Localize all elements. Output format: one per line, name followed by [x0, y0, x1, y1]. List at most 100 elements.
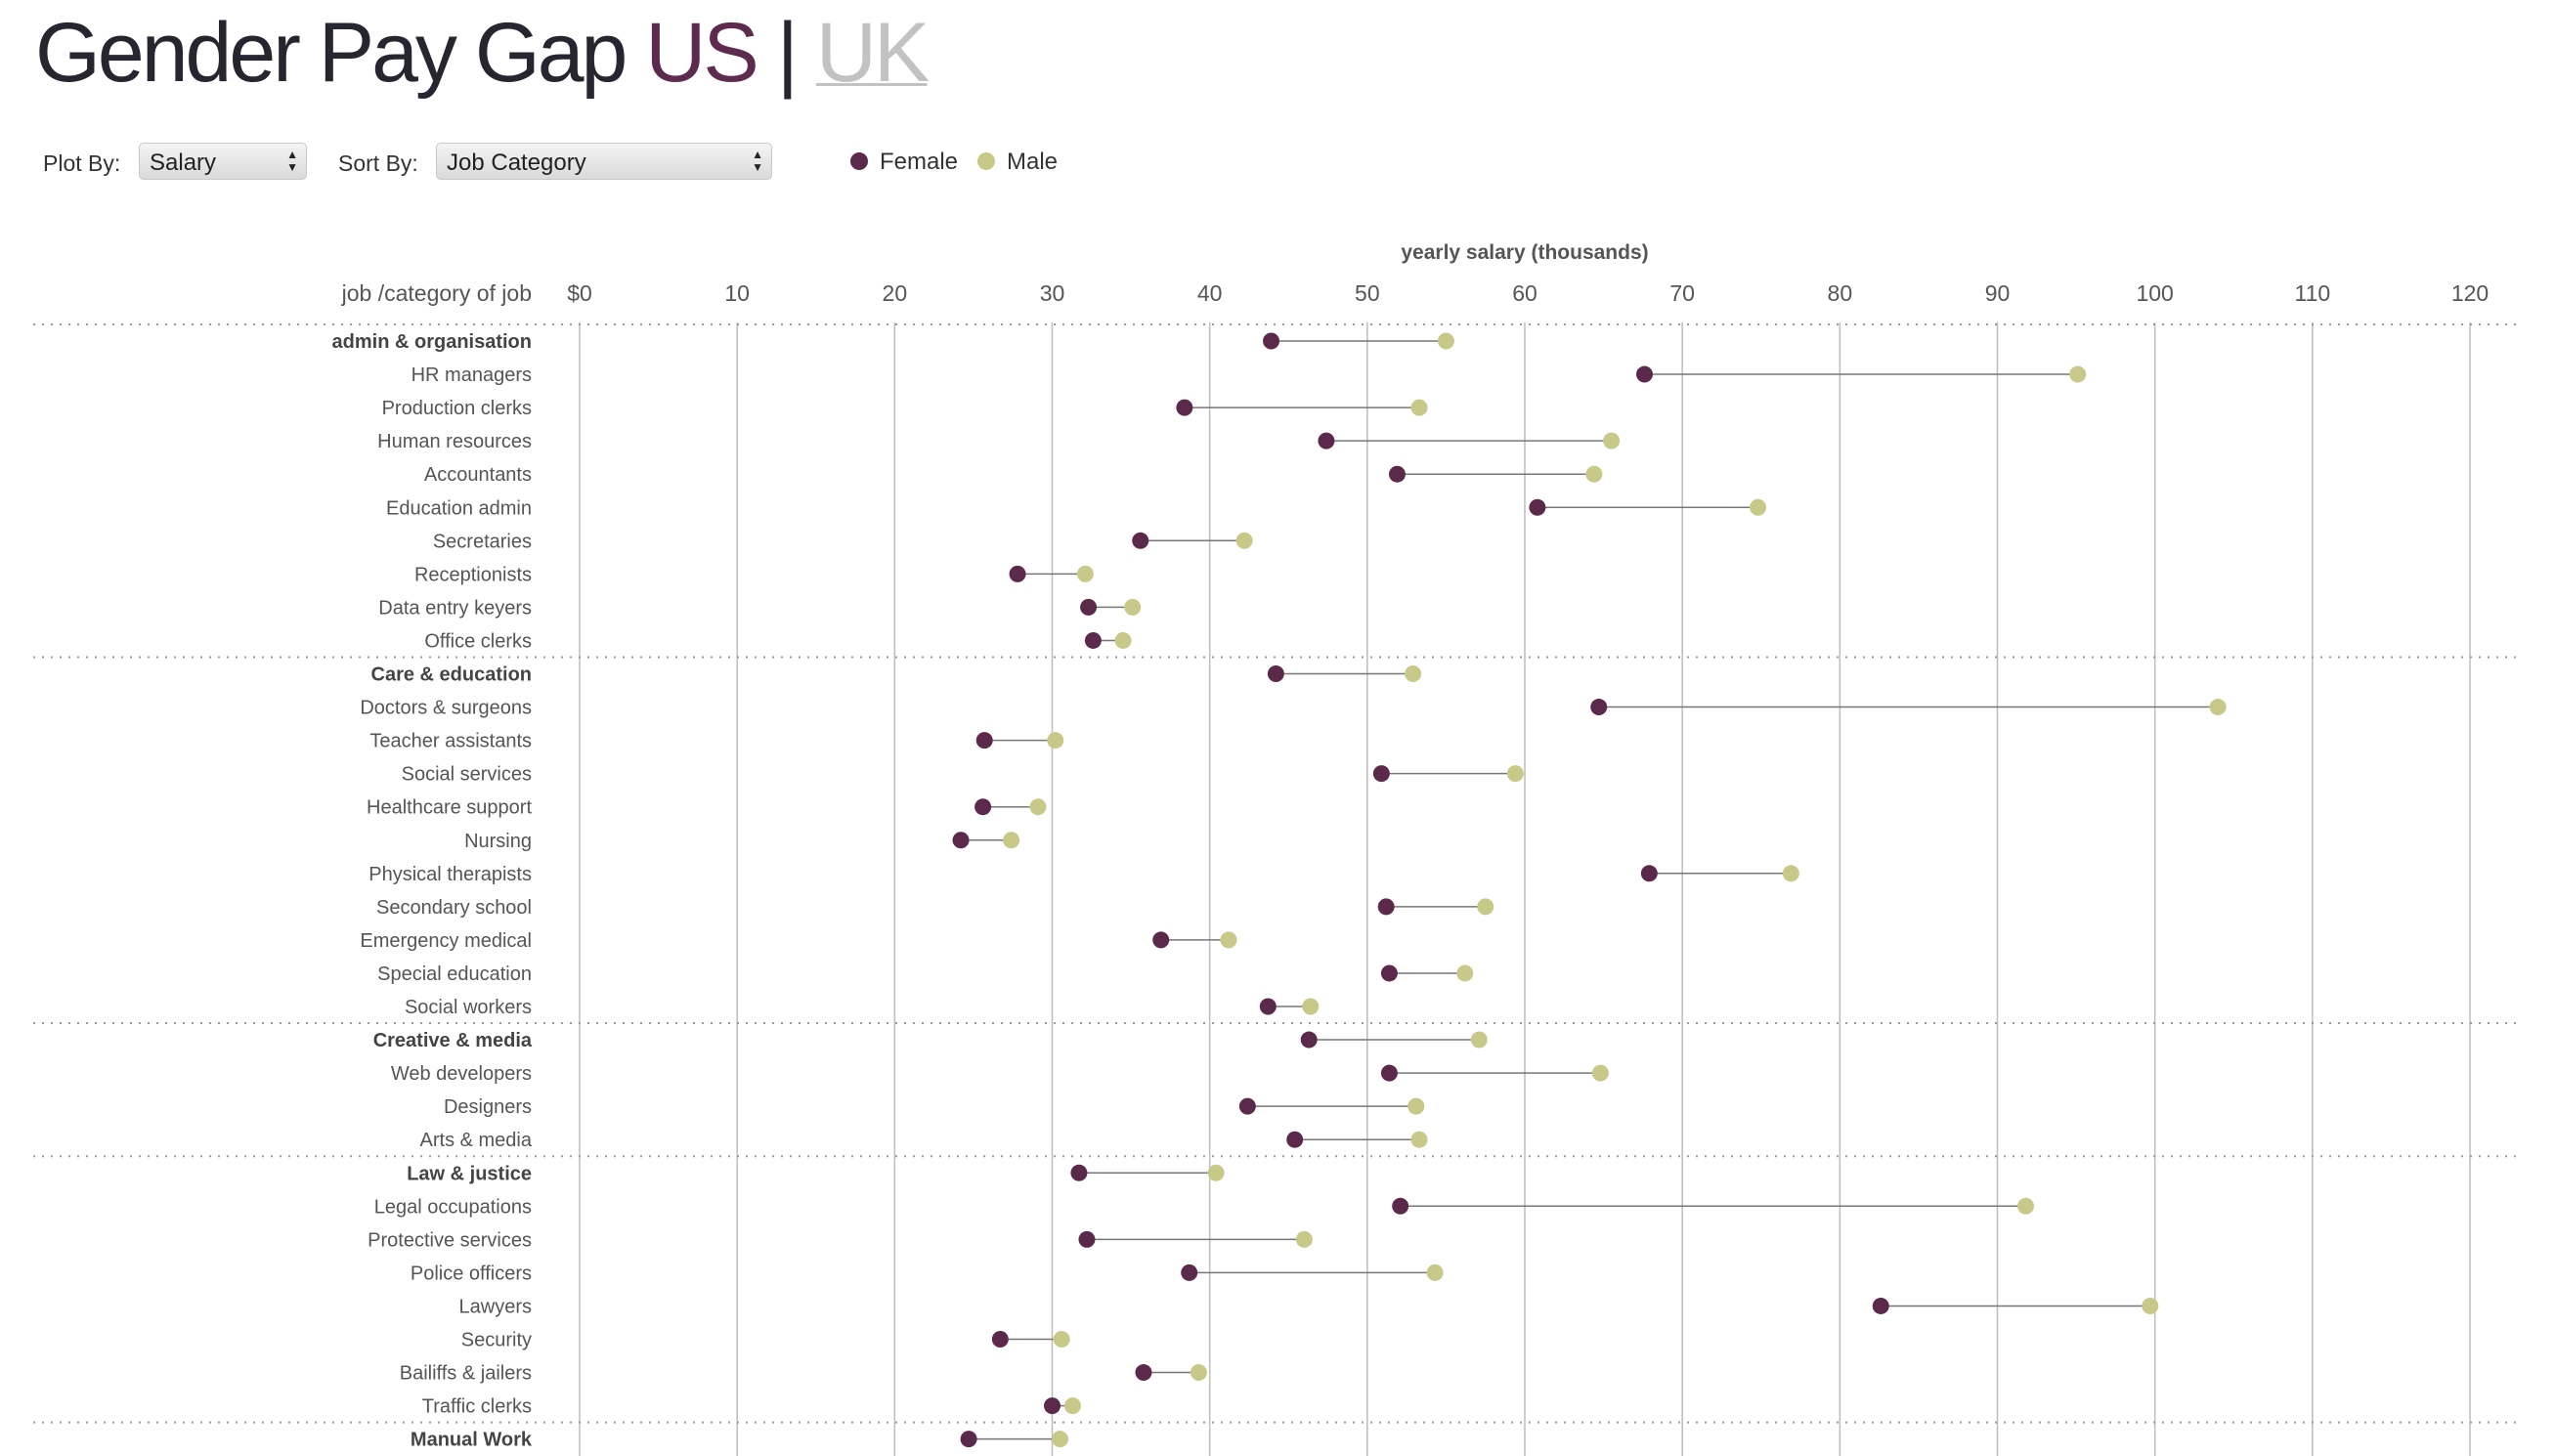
female-point[interactable] [1267, 665, 1284, 682]
female-point[interactable] [1152, 931, 1170, 949]
male-point[interactable] [1076, 565, 1094, 582]
row-label: Receptionists [414, 564, 532, 585]
job-row: Data entry keyers [378, 597, 1142, 619]
plot-by-label: Plot By: [43, 150, 121, 176]
female-point[interactable] [1135, 1364, 1152, 1382]
female-point[interactable] [1388, 465, 1406, 483]
male-point[interactable] [1295, 1230, 1313, 1248]
country-us-link[interactable]: US [645, 6, 758, 100]
male-point[interactable] [1470, 1031, 1488, 1049]
male-point[interactable] [1410, 399, 1428, 416]
female-point[interactable] [1380, 1064, 1398, 1082]
job-row: Security [461, 1330, 1070, 1351]
male-point[interactable] [1220, 931, 1237, 949]
female-point[interactable] [1263, 332, 1280, 350]
sort-by-label: Sort By: [338, 150, 418, 176]
female-point[interactable] [1635, 365, 1653, 383]
male-point[interactable] [1782, 865, 1799, 882]
female-point[interactable] [1392, 1197, 1409, 1215]
female-point[interactable] [952, 832, 970, 849]
job-row: Social services [402, 764, 1524, 786]
gridlines [579, 322, 2471, 1456]
male-point[interactable] [1003, 832, 1020, 849]
job-row: Production clerks [382, 398, 1428, 419]
female-point[interactable] [1132, 532, 1149, 549]
x-tick-label: 120 [2451, 280, 2489, 306]
female-point[interactable] [1590, 699, 1608, 716]
job-row: Physical therapists [368, 864, 1799, 885]
male-point[interactable] [1124, 598, 1142, 616]
row-label: Emergency medical [360, 930, 532, 952]
male-point[interactable] [1456, 964, 1474, 982]
legend-female: Female [850, 149, 958, 176]
female-point[interactable] [960, 1431, 977, 1448]
job-row: Police officers [411, 1263, 1444, 1284]
male-point[interactable] [2209, 699, 2227, 716]
row-label: Healthcare support [367, 797, 532, 819]
female-point[interactable] [1259, 998, 1277, 1015]
legend-female-label: Female [880, 149, 959, 175]
female-point[interactable] [1872, 1297, 1889, 1314]
female-point[interactable] [1176, 399, 1193, 416]
female-point[interactable] [1640, 865, 1658, 882]
male-point[interactable] [1047, 732, 1064, 749]
female-dot-icon [850, 152, 868, 170]
male-point[interactable] [2017, 1197, 2035, 1215]
female-point[interactable] [1044, 1397, 1061, 1415]
male-point[interactable] [1477, 898, 1494, 916]
female-point[interactable] [1372, 765, 1390, 783]
male-point[interactable] [1053, 1331, 1070, 1348]
country-uk-link[interactable]: UK [815, 6, 930, 100]
male-point[interactable] [1052, 1431, 1069, 1448]
male-point[interactable] [2142, 1297, 2159, 1314]
row-label: Physical therapists [368, 864, 532, 885]
male-point[interactable] [1426, 1263, 1444, 1281]
male-point[interactable] [1114, 631, 1132, 649]
male-point[interactable] [1506, 765, 1524, 783]
female-point[interactable] [1070, 1164, 1088, 1181]
female-point[interactable] [975, 732, 993, 749]
row-label: Nursing [464, 831, 532, 852]
male-point[interactable] [1750, 498, 1767, 516]
male-point[interactable] [1207, 1164, 1225, 1181]
male-point[interactable] [1437, 332, 1454, 350]
male-point[interactable] [1591, 1064, 1609, 1082]
male-point[interactable] [1585, 465, 1603, 483]
male-point[interactable] [1603, 432, 1621, 450]
male-point[interactable] [1063, 1397, 1081, 1415]
female-point[interactable] [1529, 498, 1546, 516]
male-point[interactable] [1235, 532, 1253, 549]
category-row: Law & justice [407, 1163, 1225, 1184]
female-point[interactable] [1377, 898, 1395, 916]
male-point[interactable] [2069, 365, 2087, 383]
plot-by-select[interactable]: Salary ▲ ▼ [139, 143, 307, 180]
sort-by-select[interactable]: Job Category ▲ ▼ [436, 143, 772, 180]
female-point[interactable] [1009, 565, 1026, 582]
female-point[interactable] [1080, 598, 1098, 616]
x-tick-label: 40 [1197, 280, 1223, 306]
female-point[interactable] [1380, 964, 1398, 982]
job-row: Traffic clerks [422, 1396, 1081, 1418]
female-point[interactable] [1300, 1031, 1318, 1049]
female-point[interactable] [991, 1331, 1009, 1348]
job-row: Accountants [424, 464, 1603, 486]
female-point[interactable] [1084, 631, 1102, 649]
row-label: Police officers [411, 1263, 532, 1284]
female-point[interactable] [974, 798, 992, 816]
male-point[interactable] [1190, 1364, 1207, 1382]
female-point[interactable] [1286, 1131, 1304, 1148]
male-point[interactable] [1407, 1097, 1425, 1115]
male-point[interactable] [1302, 998, 1320, 1015]
female-point[interactable] [1181, 1263, 1198, 1281]
job-row: Lawyers [459, 1296, 2159, 1317]
female-point[interactable] [1078, 1230, 1096, 1248]
female-point[interactable] [1238, 1097, 1256, 1115]
job-row: Education admin [386, 497, 1767, 519]
row-label: Teacher assistants [369, 731, 532, 752]
row-label: Legal occupations [374, 1196, 532, 1218]
male-point[interactable] [1405, 665, 1422, 682]
female-point[interactable] [1318, 432, 1335, 450]
x-tick-label: 20 [883, 280, 908, 306]
male-point[interactable] [1410, 1131, 1428, 1148]
male-point[interactable] [1029, 798, 1047, 816]
